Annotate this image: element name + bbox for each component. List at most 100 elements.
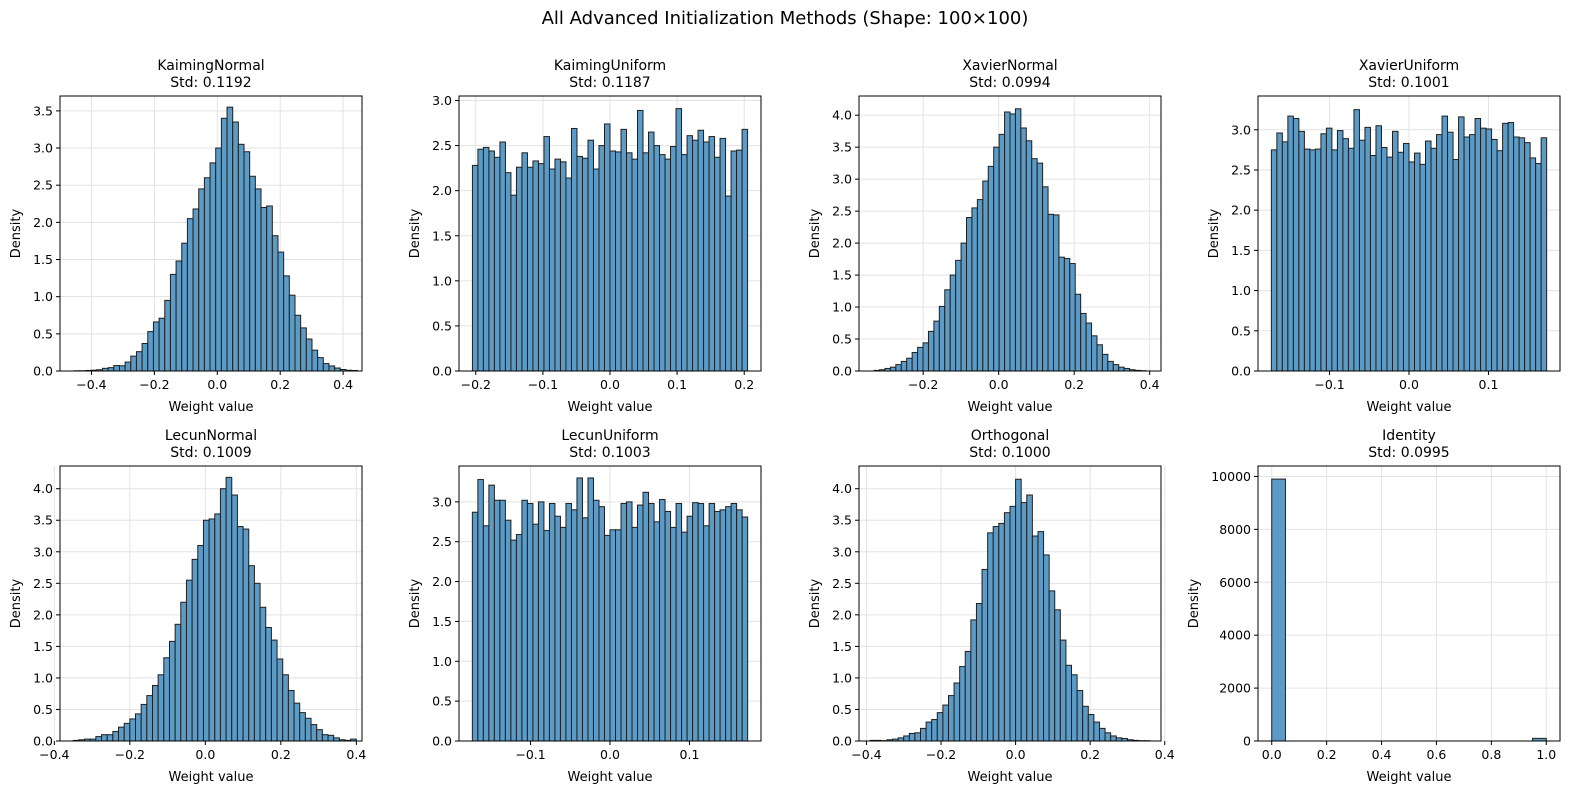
histogram-bar (911, 351, 919, 372)
histogram-bar (515, 166, 523, 372)
histogram-bar (266, 205, 273, 372)
histogram-bar (730, 502, 738, 742)
y-tick-label: 3.0 (832, 544, 852, 559)
histogram-bar (987, 165, 995, 372)
y-tick-label: 1.5 (33, 639, 53, 654)
histogram-bar (322, 363, 330, 372)
histogram-bar (543, 530, 550, 742)
y-tick-label: 3.5 (832, 513, 852, 528)
histogram-bar (1047, 213, 1054, 372)
x-tick-label: 0.4 (1372, 747, 1392, 762)
histogram-bar (202, 519, 210, 742)
histogram-bar (615, 151, 622, 372)
histogram-bar (955, 259, 962, 372)
x-tick-label: 0.4 (1140, 377, 1160, 392)
panel-kaiminguniform: −0.2 −0.1 0.0 0.1 0.2 0.0 0.5 1.0 1.5 2.0 2.5 3.0 Ka… (408, 58, 762, 415)
histogram-bar (1009, 113, 1016, 372)
histogram-bar (510, 539, 517, 742)
histogram-bar (1485, 128, 1493, 372)
histogram-bar (482, 525, 490, 742)
y-tick-label: 0.5 (432, 318, 452, 333)
y-tick-label: 6000 (1219, 575, 1251, 590)
histogram-bar (471, 164, 479, 372)
histogram-bar (714, 156, 721, 372)
histogram-bar (152, 321, 160, 372)
histogram-bar (1087, 714, 1095, 742)
x-tick-label: 0.0 (989, 377, 1009, 392)
histogram-bar (237, 143, 245, 372)
histogram-bar (1276, 132, 1283, 372)
histogram-bar (236, 526, 244, 742)
y-tick-label: 1.5 (33, 252, 53, 267)
x-tick-label: 0.8 (1481, 747, 1501, 762)
histogram-bar (1043, 554, 1050, 742)
histogram-bar (282, 674, 289, 742)
histogram-bar (648, 131, 655, 372)
panel-xavieruniform: −0.1 0.0 0.1 0.0 0.5 1.0 1.5 2.0 2.5 3.0 XavierUni… (1207, 58, 1561, 415)
histogram-bar (659, 154, 666, 372)
histogram-bar (942, 704, 949, 742)
histogram-bar (1069, 263, 1076, 372)
histogram-bar (311, 349, 319, 372)
histogram-bar (959, 666, 966, 742)
x-tick-label: −0.2 (461, 377, 491, 392)
histogram-bar (265, 626, 272, 742)
histogram-bar (499, 141, 506, 372)
histogram-bar (1474, 118, 1482, 372)
panel-subtitle: Std: 0.1000 (969, 445, 1050, 461)
histogram-bar (118, 365, 126, 372)
histogram-bar (598, 506, 605, 742)
histogram-bar (226, 106, 234, 372)
histogram-bar (232, 121, 239, 372)
histogram-bar (1303, 148, 1311, 372)
panel-subtitle: Std: 0.1187 (569, 75, 650, 91)
histogram-bar (949, 274, 957, 372)
histogram-bar (1447, 131, 1454, 372)
histogram-bar (1358, 139, 1366, 372)
histogram-bar (1402, 142, 1410, 372)
histogram-bar (1353, 109, 1360, 372)
histogram-bar (903, 735, 910, 742)
histogram-bar (123, 722, 131, 742)
y-tick-label: 2.5 (832, 576, 852, 591)
histogram-bar (659, 498, 666, 742)
histogram-bar (966, 217, 973, 372)
histogram-bar (532, 160, 539, 372)
histogram-bar (499, 499, 506, 742)
histogram-bar (305, 338, 313, 372)
histogram-bar (1110, 735, 1117, 742)
histogram-bar (1104, 732, 1112, 742)
histogram-bar (1397, 151, 1404, 372)
y-tick-label: 1.0 (33, 289, 53, 304)
x-tick-label: 0.0 (1262, 747, 1282, 762)
histogram-bar (964, 650, 972, 742)
histogram-bar (714, 510, 721, 742)
x-tick-label: 0.4 (1155, 747, 1175, 762)
histogram-bar (1314, 148, 1322, 372)
histogram-bar (180, 601, 187, 742)
histogram-bar (327, 734, 335, 742)
histogram-bar (697, 502, 705, 742)
histogram-bar (1003, 512, 1011, 742)
y-tick-label: 8000 (1219, 522, 1251, 537)
y-tick-label: 4.0 (832, 481, 852, 496)
histogram-bar (1020, 502, 1028, 742)
y-axis-label: Density (408, 208, 423, 258)
y-tick-label: 2.0 (432, 183, 452, 198)
histogram-bar (1096, 344, 1103, 372)
histogram-bar (670, 145, 677, 372)
histogram-bar (1347, 147, 1355, 372)
histogram-bar (198, 188, 205, 372)
histogram-bar (1364, 126, 1371, 372)
y-tick-label: 3.0 (1231, 122, 1251, 137)
histogram-bar (703, 141, 710, 372)
x-tick-label: 0.0 (1006, 747, 1026, 762)
y-tick-label: 4.0 (832, 108, 852, 123)
histogram-bar (592, 168, 600, 372)
histogram-bar (1496, 150, 1504, 372)
histogram-bar (620, 502, 628, 742)
histogram-bar (708, 502, 716, 742)
histogram-bar (581, 157, 589, 372)
y-tick-label: 0.0 (432, 364, 452, 379)
y-tick-label: 3.5 (33, 513, 53, 528)
